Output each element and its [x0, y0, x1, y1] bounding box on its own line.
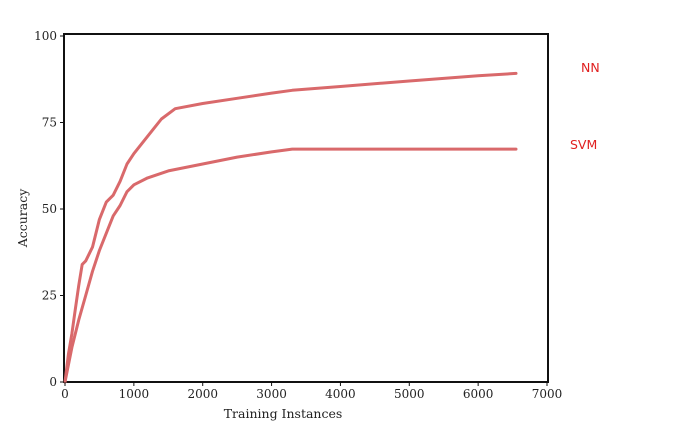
axes-layer: 0 1000 2000 3000 4000 5000 6000 7000 0 25 50 75 100	[34, 29, 562, 401]
x-tick-label: 0	[61, 387, 69, 401]
y-tick-label: 100	[34, 29, 57, 43]
series-line-svm	[63, 147, 518, 384]
series-line-nn	[63, 71, 518, 384]
y-tick-label: 50	[42, 202, 57, 216]
series-layer	[63, 71, 518, 384]
y-tick-label: 25	[42, 289, 57, 303]
x-tick-label: 6000	[463, 387, 494, 401]
x-tick-label: 5000	[394, 387, 425, 401]
plot-frame	[63, 33, 549, 383]
legend-label-svm: SVM	[570, 137, 597, 152]
x-tick-label: 3000	[256, 387, 287, 401]
y-axis-title: Accuracy	[15, 188, 30, 249]
y-tick-label: 75	[42, 116, 57, 130]
y-tick-label: 0	[49, 375, 57, 389]
x-tick-label: 4000	[325, 387, 356, 401]
x-tick-label: 7000	[532, 387, 563, 401]
x-tick-label: 2000	[187, 387, 218, 401]
legend-label-nn: NN	[581, 60, 600, 75]
x-axis-title: Training Instances	[224, 406, 343, 421]
x-tick-label: 1000	[119, 387, 150, 401]
